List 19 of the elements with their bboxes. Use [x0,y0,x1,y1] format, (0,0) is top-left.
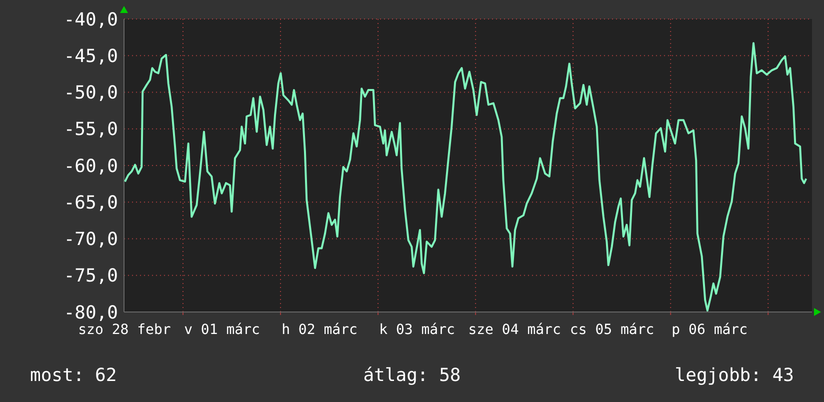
x-tick-label: szo 28 febr [78,322,171,338]
x-tick-label: cs 05 márc [570,322,654,338]
y-tick-label: -40,0 [64,9,118,30]
y-tick-label: -45,0 [64,46,118,67]
x-tick-label: p 06 márc [672,322,748,338]
x-tick-label: v 01 márc [184,322,260,338]
x-tick-label: k 03 márc [379,322,455,338]
x-tick-label: sze 04 márc [468,322,561,338]
y-tick-label: -55,0 [64,119,118,140]
y-tick-label: -60,0 [64,156,118,177]
text: most: 62 [30,365,117,386]
text: átlag: 58 [363,365,461,386]
y-tick-label: -75,0 [64,266,118,287]
y-tick-label: -50,0 [64,82,118,104]
y-tick-label: -65,0 [64,192,118,214]
x-tick-label: h 02 márc [282,322,358,338]
text: legjobb: 43 [674,365,794,386]
y-tick-label: -70,0 [64,229,118,250]
y-tick-label: -80,0 [64,302,118,324]
